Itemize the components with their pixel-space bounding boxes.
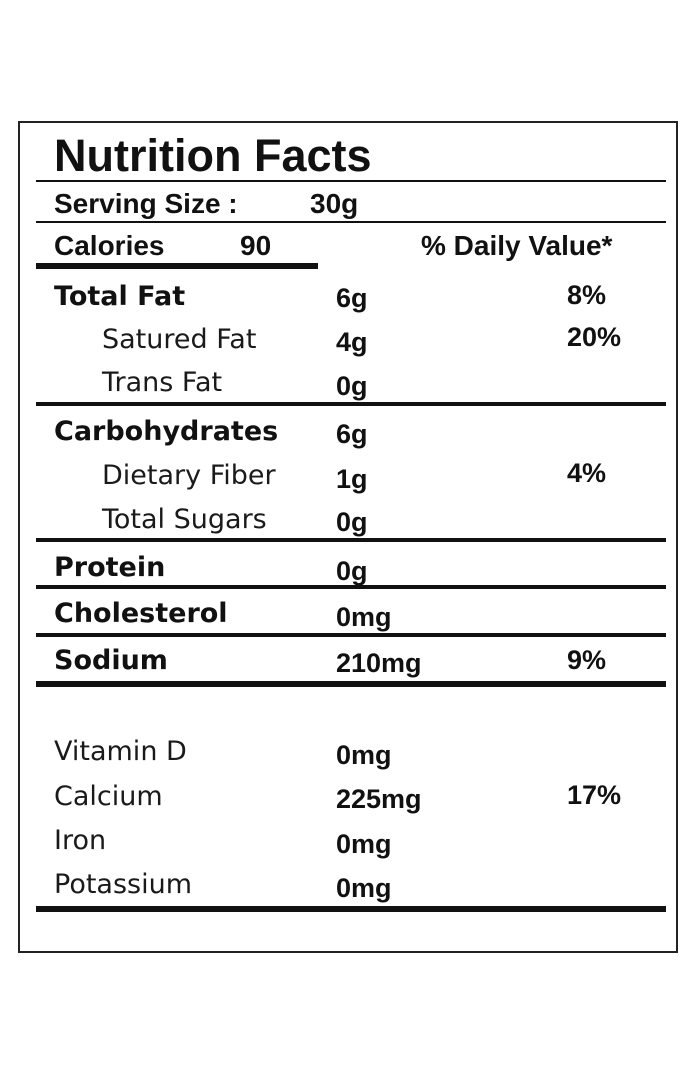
- serving-size-value: 30g: [310, 188, 359, 219]
- carbohydrates-amount: 6g: [336, 419, 368, 449]
- dietary-fiber-amount: 1g: [336, 464, 368, 494]
- total-fat-amount: 6g: [336, 283, 368, 313]
- vitamin-d-amount: 0mg: [336, 740, 392, 770]
- calcium-label: Calcium: [54, 781, 163, 812]
- divider: [36, 538, 666, 542]
- calories-label: Calories: [54, 230, 165, 261]
- total-sugars-amount: 0g: [336, 507, 368, 537]
- thick-divider: [36, 263, 318, 269]
- cholesterol-label: Cholesterol: [54, 598, 228, 629]
- label-title: Nutrition Facts: [54, 130, 372, 181]
- calories-value: 90: [240, 230, 272, 261]
- total-sugars-label: Total Sugars: [102, 504, 267, 535]
- thick-divider: [36, 906, 666, 912]
- divider: [36, 221, 666, 223]
- saturated-fat-dv: 20%: [567, 322, 622, 352]
- sodium-label: Sodium: [54, 645, 168, 676]
- vitamin-d-label: Vitamin D: [54, 736, 187, 767]
- dietary-fiber-label: Dietary Fiber: [102, 460, 276, 491]
- divider: [36, 402, 666, 406]
- protein-amount: 0g: [336, 556, 368, 586]
- iron-label: Iron: [54, 825, 107, 856]
- protein-label: Protein: [54, 552, 166, 583]
- divider: [36, 180, 666, 182]
- dietary-fiber-dv: 4%: [567, 458, 607, 488]
- sodium-amount: 210mg: [336, 648, 422, 678]
- total-fat-dv: 8%: [567, 280, 607, 310]
- iron-amount: 0mg: [336, 829, 392, 859]
- daily-value-header: % Daily Value*: [421, 230, 613, 261]
- divider: [36, 633, 666, 637]
- potassium-label: Potassium: [54, 869, 193, 900]
- potassium-amount: 0mg: [336, 873, 392, 903]
- calcium-amount: 225mg: [336, 784, 422, 814]
- saturated-fat-label: Satured Fat: [102, 324, 257, 355]
- sodium-dv: 9%: [567, 645, 607, 675]
- trans-fat-label: Trans Fat: [102, 367, 223, 398]
- divider: [36, 585, 666, 589]
- carbohydrates-label: Carbohydrates: [54, 416, 279, 447]
- cholesterol-amount: 0mg: [336, 602, 392, 632]
- trans-fat-amount: 0g: [336, 371, 368, 401]
- thick-divider: [36, 681, 666, 687]
- calcium-dv: 17%: [567, 780, 622, 810]
- serving-size-label: Serving Size :: [54, 188, 238, 219]
- total-fat-label: Total Fat: [54, 281, 186, 312]
- nutrition-label: [18, 121, 678, 953]
- saturated-fat-amount: 4g: [336, 327, 368, 357]
